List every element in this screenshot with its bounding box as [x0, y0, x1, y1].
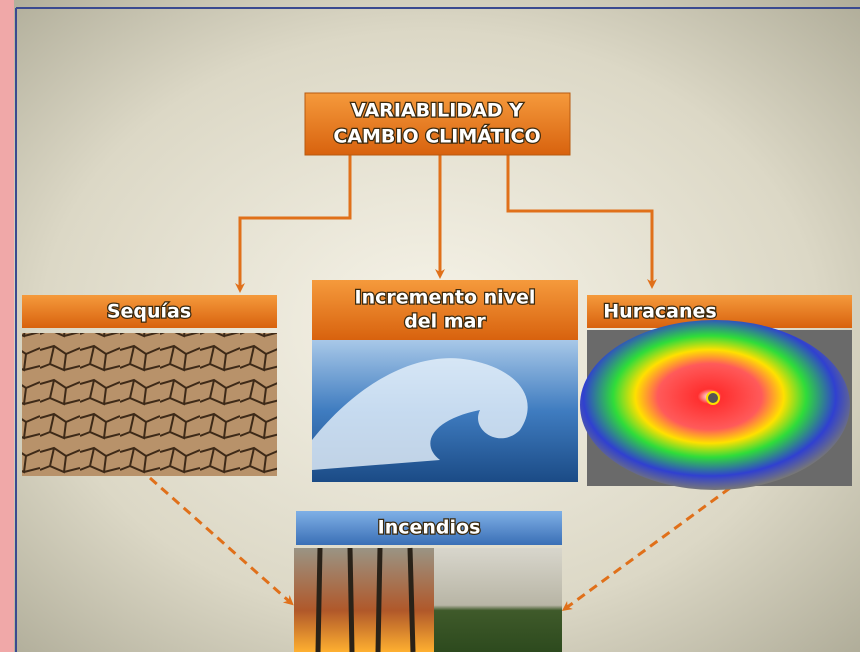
dashed-arrow: [561, 486, 731, 611]
node-box: [22, 295, 277, 328]
hurricane-image: [580, 320, 852, 490]
title-line: CAMBIO CLIMÁTICO: [333, 125, 540, 148]
left-strip: [0, 0, 14, 652]
arrow: [235, 155, 352, 293]
title-box: [304, 92, 571, 156]
wave-image: [312, 340, 578, 482]
fire-image: [294, 547, 562, 652]
node-label: Incendios: [378, 517, 481, 539]
connectors: [149, 155, 731, 611]
node-label: Incremento nivel: [355, 287, 536, 309]
node-box: [312, 280, 578, 340]
node-label: Sequías: [107, 301, 191, 323]
node-box: [296, 511, 562, 545]
drought-image: [22, 333, 277, 476]
arrow: [506, 155, 657, 289]
node-label: Huracanes: [603, 301, 716, 323]
title-line: VARIABILIDAD Y: [351, 100, 523, 122]
node-label: del mar: [404, 311, 486, 333]
dashed-arrow: [149, 476, 294, 606]
